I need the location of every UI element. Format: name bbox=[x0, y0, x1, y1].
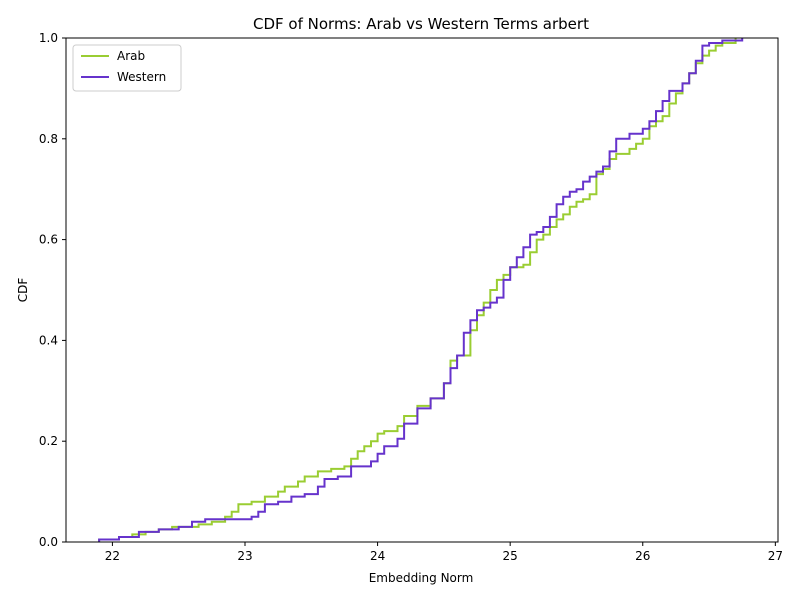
series-line-western bbox=[98, 38, 744, 542]
y-axis-label: CDF bbox=[16, 278, 30, 303]
y-tick-label: 0.6 bbox=[39, 233, 58, 247]
x-tick-label: 27 bbox=[768, 549, 783, 563]
x-tick-label: 24 bbox=[370, 549, 385, 563]
x-tick-label: 26 bbox=[635, 549, 650, 563]
x-tick-label: 25 bbox=[503, 549, 518, 563]
legend-label-arab: Arab bbox=[117, 49, 145, 63]
x-tick-label: 22 bbox=[105, 549, 120, 563]
x-axis: 22 23 24 25 26 27 bbox=[105, 542, 783, 563]
x-axis-label: Embedding Norm bbox=[369, 571, 474, 585]
plot-frame bbox=[65, 37, 779, 543]
legend: Arab Western bbox=[72, 44, 182, 92]
y-axis: 0.0 0.2 0.4 0.6 0.8 1.0 bbox=[39, 31, 66, 549]
y-tick-label: 0.2 bbox=[39, 434, 58, 448]
chart-title: CDF of Norms: Arab vs Western Terms arbe… bbox=[253, 15, 589, 33]
legend-label-western: Western bbox=[117, 70, 166, 84]
y-tick-label: 0.0 bbox=[39, 535, 58, 549]
x-tick-label: 23 bbox=[237, 549, 252, 563]
y-tick-label: 1.0 bbox=[39, 31, 58, 45]
y-tick-label: 0.8 bbox=[39, 132, 58, 146]
y-tick-label: 0.4 bbox=[39, 333, 58, 347]
plot-area bbox=[98, 38, 744, 542]
